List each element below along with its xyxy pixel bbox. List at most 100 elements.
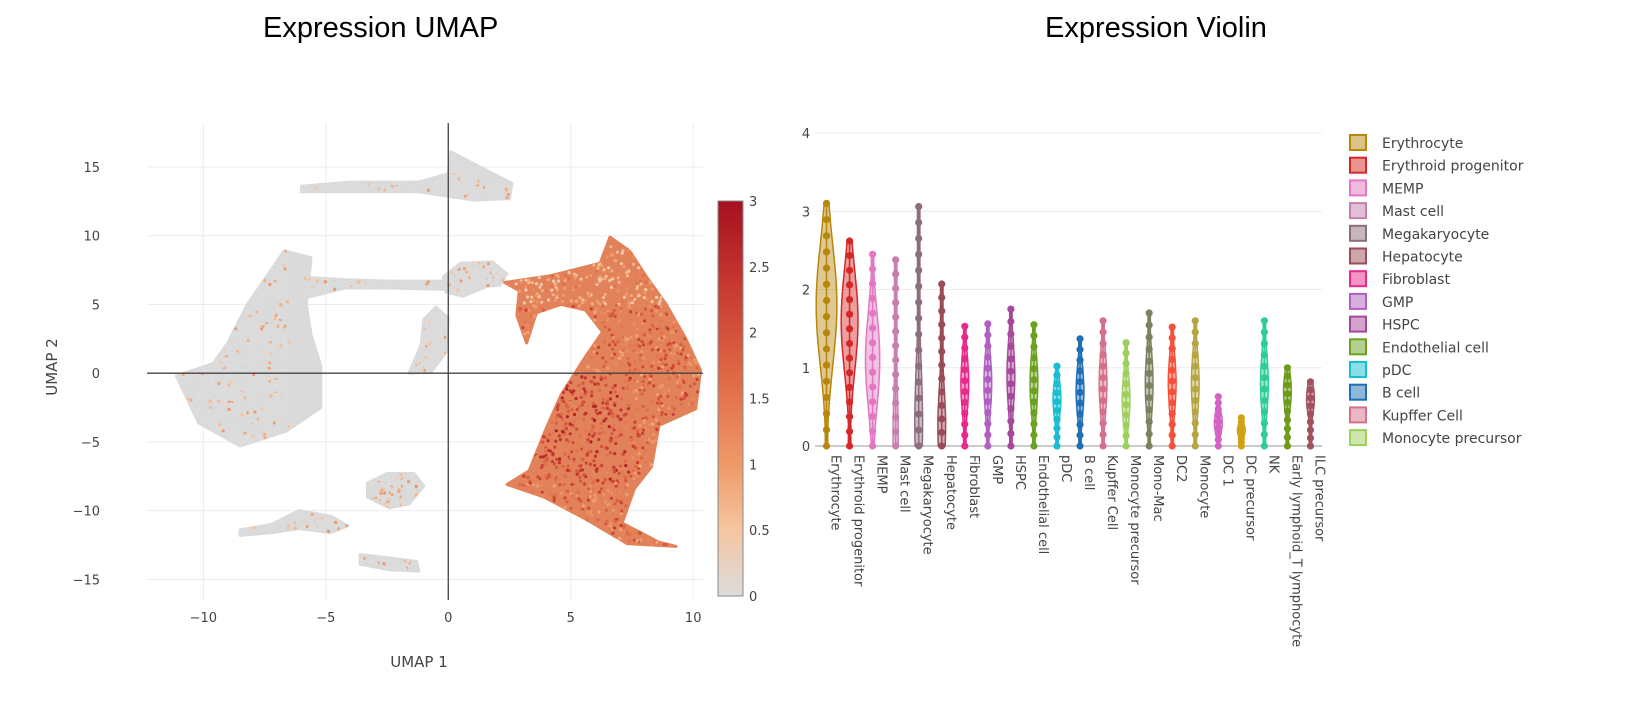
umap-point <box>610 491 614 495</box>
umap-point <box>314 527 318 531</box>
violin-point <box>1030 321 1038 329</box>
umap-point <box>650 287 655 291</box>
legend-item[interactable]: Monocyte precursor <box>1349 429 1522 447</box>
umap-point <box>402 489 406 494</box>
legend-item[interactable]: Endothelial cell <box>1349 338 1489 356</box>
umap-point <box>390 495 394 500</box>
violin-point <box>1099 362 1107 370</box>
umap-point <box>621 386 625 390</box>
legend-item[interactable]: B cell <box>1349 383 1420 402</box>
umap-point <box>239 424 243 428</box>
legend-item[interactable]: MEMP <box>1349 179 1423 197</box>
umap-point <box>356 279 360 283</box>
umap-point <box>636 474 640 478</box>
umap-point <box>551 453 555 457</box>
umap-point <box>624 270 629 274</box>
umap-point <box>371 481 375 485</box>
umap-point <box>555 457 559 461</box>
legend-item[interactable]: Erythrocyte <box>1349 134 1463 152</box>
umap-point <box>649 340 654 344</box>
umap-point <box>346 184 351 188</box>
violin-point <box>845 266 854 274</box>
umap-point <box>278 316 282 320</box>
umap-point <box>561 418 565 422</box>
umap-point <box>249 357 254 361</box>
umap-point <box>430 313 434 317</box>
umap-point <box>606 346 610 350</box>
umap-point <box>282 303 286 307</box>
umap-point <box>470 162 475 166</box>
legend-item[interactable]: Hepatocyte <box>1349 247 1463 266</box>
umap-point <box>429 189 433 193</box>
violin-x-tick-label: DC 1 <box>1219 455 1234 487</box>
umap-x-tick-label: 0 <box>444 611 452 626</box>
legend-item[interactable]: Kupffer Cell <box>1349 406 1463 424</box>
umap-point <box>439 282 443 286</box>
legend[interactable]: Erythrocyte Erythroid progenitor MEMP Mast … <box>1349 134 1524 447</box>
umap-point <box>478 180 482 184</box>
umap-point <box>578 464 582 468</box>
umap-point <box>255 329 259 333</box>
umap-point <box>279 325 283 329</box>
violin-point <box>845 339 854 348</box>
umap-point <box>431 191 435 195</box>
umap-point <box>186 377 190 381</box>
umap-point <box>390 481 394 485</box>
umap-point <box>436 180 440 184</box>
umap-point <box>382 562 386 566</box>
umap-point <box>468 288 472 292</box>
legend-item[interactable]: HSPC <box>1349 315 1420 334</box>
umap-point <box>568 456 573 460</box>
umap-point <box>269 302 274 306</box>
umap-point <box>609 285 614 289</box>
violin-x-tick-label: GMP <box>989 455 1004 484</box>
umap-point <box>339 283 343 287</box>
umap-point <box>641 321 645 325</box>
umap-point <box>226 435 230 439</box>
umap-point <box>531 288 536 292</box>
violin-point <box>1030 431 1038 439</box>
umap-point <box>644 280 648 284</box>
umap-point <box>539 282 544 287</box>
umap-point <box>604 522 608 526</box>
legend-item[interactable]: Fibroblast <box>1349 270 1450 288</box>
violin-point <box>845 442 854 450</box>
legend-item[interactable]: Mast cell <box>1349 202 1444 220</box>
legend-label: pDC <box>1382 363 1412 379</box>
umap-point <box>409 280 413 284</box>
violin-point <box>938 347 946 356</box>
umap-point <box>235 433 240 437</box>
umap-point <box>661 406 666 411</box>
umap-point <box>239 436 243 440</box>
umap-point <box>526 475 530 479</box>
umap-point <box>540 490 544 494</box>
umap-point <box>597 437 601 442</box>
umap-point <box>611 340 615 344</box>
legend-item[interactable]: GMP <box>1349 292 1413 311</box>
umap-point <box>287 340 291 344</box>
umap-point <box>302 290 306 294</box>
legend-item[interactable]: Megakaryocyte <box>1349 224 1489 243</box>
umap-point <box>230 387 234 391</box>
umap-point <box>532 483 536 487</box>
umap-point <box>454 266 458 270</box>
umap-point <box>356 283 360 287</box>
umap-point <box>623 247 627 251</box>
umap-point <box>289 513 293 517</box>
umap-point <box>594 295 598 299</box>
colorbar[interactable] <box>717 200 744 597</box>
umap-point <box>272 311 276 316</box>
violin-x-tick-label: Early lymphoid_T lymphocyte <box>1288 455 1303 647</box>
legend-item[interactable]: Erythroid progenitor <box>1349 156 1524 175</box>
legend-item[interactable]: pDC <box>1349 361 1412 379</box>
umap-point <box>233 376 237 380</box>
violin-gmp <box>983 320 993 450</box>
umap-point <box>488 271 493 275</box>
umap-point <box>265 287 269 291</box>
umap-zero-lines <box>147 123 703 600</box>
legend-label: GMP <box>1382 295 1413 311</box>
umap-point <box>409 184 413 188</box>
umap-point <box>604 471 609 475</box>
umap-point <box>276 385 280 389</box>
umap-point <box>185 382 189 387</box>
